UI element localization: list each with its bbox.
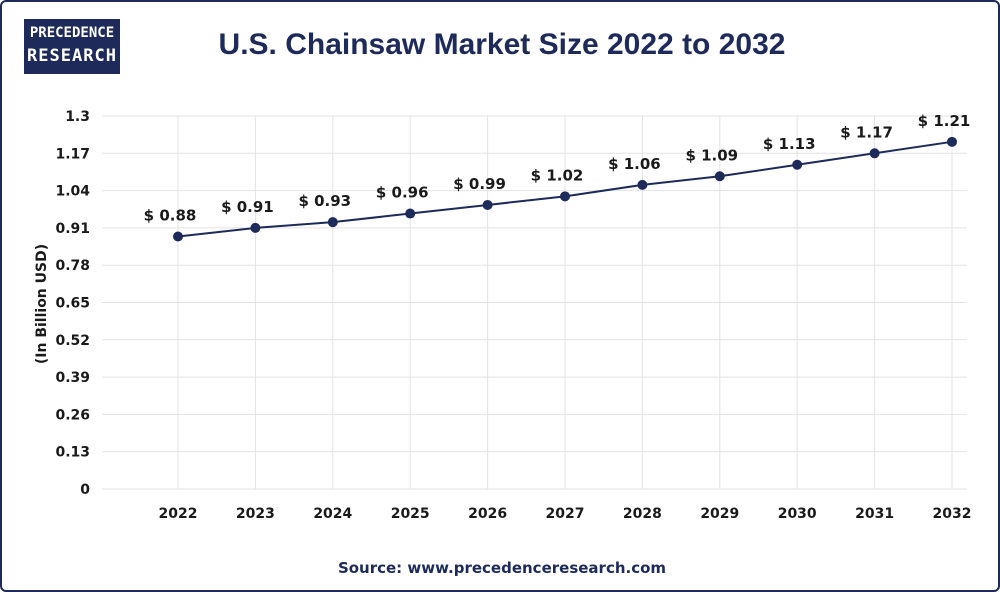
grid-layer: [102, 115, 967, 490]
series-layer: $ 0.88 $ 0.91 $ 0.93 $ 0.96 $ 0.99 $ 1.02 $ 1.…: [144, 112, 971, 242]
x-tick-label: 2023: [236, 506, 275, 522]
y-axis-label: (In Billion USD): [34, 244, 50, 364]
x-tick-label: 2025: [391, 506, 430, 522]
y-tick-label: 1.3: [65, 109, 90, 125]
data-point: [792, 159, 803, 170]
y-tick-label: 1.17: [55, 146, 90, 162]
source-caption: Source: www.precedenceresearch.com: [337, 559, 667, 577]
x-tick-label: 2028: [623, 506, 662, 522]
data-label: $ 1.06: [608, 155, 661, 173]
data-point: [327, 217, 338, 228]
y-tick-label: 0.91: [55, 221, 90, 237]
data-label: $ 1.21: [918, 112, 971, 130]
x-tick-label: 2024: [313, 506, 352, 522]
y-tick-label: 1.04: [55, 184, 90, 200]
data-label: $ 1.17: [840, 123, 893, 141]
chart-title: U.S. Chainsaw Market Size 2022 to 2032: [218, 28, 786, 61]
y-tick-label: 0.26: [55, 407, 90, 423]
y-tick-label: 0.39: [55, 370, 90, 386]
axis-layer: 0 0.13 0.26 0.39 0.52 0.65 0.78 0.91 1.04 1.17 1.3…: [55, 109, 971, 522]
data-point: [637, 179, 648, 190]
y-tick-label: 0.78: [55, 258, 90, 274]
y-tick-label: 0.52: [55, 333, 90, 349]
data-label: $ 0.93: [298, 192, 351, 210]
data-point: [560, 191, 570, 202]
y-tick-label: 0: [80, 482, 90, 498]
y-tick-label: 0.13: [55, 445, 90, 461]
data-point: [405, 208, 416, 219]
x-tick-label: 2026: [468, 506, 507, 522]
data-label: $ 0.96: [376, 184, 429, 202]
logo-line-2: RESEARCH: [27, 46, 117, 66]
data-point: [714, 171, 725, 182]
logo-line-1: PRECEDENCE: [29, 25, 115, 41]
data-label: $ 1.09: [685, 146, 738, 164]
data-point: [250, 222, 261, 233]
x-tick-label: 2030: [778, 506, 817, 522]
x-tick-label: 2031: [855, 506, 894, 522]
x-tick-label: 2029: [700, 506, 739, 522]
data-point: [947, 136, 957, 147]
x-tick-label: 2022: [159, 506, 198, 522]
data-label: $ 0.91: [221, 198, 274, 216]
data-point: [173, 231, 183, 242]
data-label: $ 0.99: [453, 175, 506, 193]
x-tick-label: 2027: [546, 506, 585, 522]
data-point: [869, 148, 880, 159]
data-label: $ 0.88: [144, 207, 197, 225]
data-label: $ 1.02: [531, 166, 584, 184]
y-tick-label: 0.65: [55, 296, 90, 312]
brand-logo: PRECEDENCE RESEARCH: [24, 19, 120, 74]
data-point: [482, 199, 493, 210]
x-tick-label: 2032: [933, 506, 972, 522]
data-label: $ 1.13: [763, 135, 816, 153]
